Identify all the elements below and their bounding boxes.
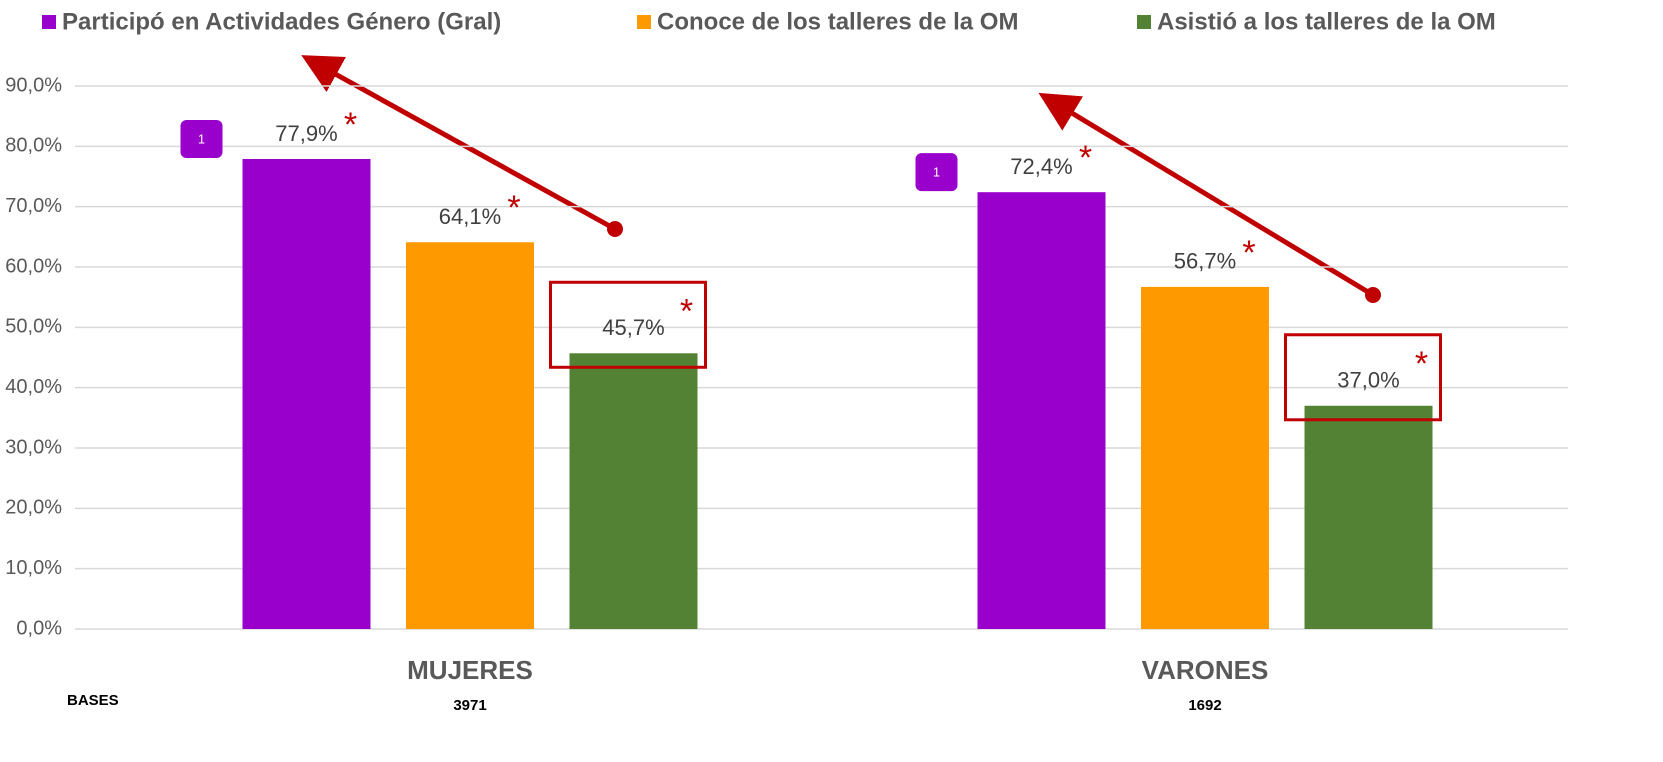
y-tick-label: 90,0% — [5, 74, 62, 96]
y-tick-label: 40,0% — [5, 376, 62, 398]
bar — [406, 242, 534, 629]
legend-swatch — [1137, 15, 1151, 29]
value-label: 56,7% — [1174, 249, 1236, 274]
value-label: 37,0% — [1337, 368, 1399, 393]
y-tick-label: 70,0% — [5, 195, 62, 217]
badge — [180, 120, 223, 159]
base-value: 3971 — [453, 697, 486, 714]
y-tick-label: 10,0% — [5, 557, 62, 579]
asterisk: * — [507, 189, 520, 227]
asterisk: * — [344, 106, 357, 144]
badge — [915, 153, 958, 192]
highlight-box — [549, 280, 707, 369]
arrow-dot — [1365, 287, 1381, 303]
x-tick-label: VARONES — [1142, 655, 1269, 685]
y-tick-label: 0,0% — [16, 617, 62, 639]
bar — [1141, 286, 1269, 629]
y-tick-label: 50,0% — [5, 316, 62, 338]
arrows — [301, 55, 1381, 303]
arrow — [301, 55, 617, 232]
arrow — [1038, 92, 1375, 298]
bar — [977, 192, 1106, 630]
legend-swatch — [42, 15, 56, 29]
legend-label: Participó en Actividades Género (Gral) — [62, 8, 501, 35]
badge-label: 1 — [198, 131, 205, 146]
value-label: 77,9% — [275, 121, 337, 146]
asterisk: * — [1079, 139, 1092, 177]
asterisk: * — [1242, 234, 1255, 272]
asterisk: * — [1415, 345, 1428, 383]
bases-label: BASES — [67, 692, 119, 709]
bar — [242, 159, 371, 629]
legend-label: Conoce de los talleres de la OM — [657, 8, 1018, 35]
y-tick-label: 60,0% — [5, 255, 62, 277]
value-label: 64,1% — [439, 204, 501, 229]
y-tick-label: 30,0% — [5, 436, 62, 458]
legend-swatch — [637, 15, 651, 29]
bar — [1304, 405, 1433, 629]
value-label: 45,7% — [602, 315, 664, 340]
value-label: 72,4% — [1010, 154, 1072, 179]
highlight-box — [1284, 333, 1442, 422]
base-value: 1692 — [1188, 697, 1221, 714]
bar — [569, 353, 698, 629]
legend-label: Asistió a los talleres de la OM — [1157, 8, 1496, 35]
badge-label: 1 — [933, 165, 940, 180]
arrow-dot — [607, 221, 623, 237]
y-tick-label: 80,0% — [5, 135, 62, 157]
y-tick-label: 20,0% — [5, 497, 62, 519]
x-tick-label: MUJERES — [407, 655, 533, 685]
asterisk: * — [680, 292, 693, 330]
